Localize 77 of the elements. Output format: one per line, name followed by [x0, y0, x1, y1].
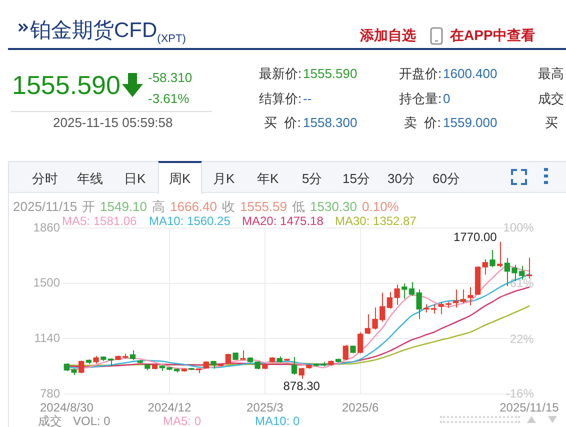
text: MA5: 0 — [163, 414, 202, 427]
candlestick — [78, 360, 84, 374]
candlestick — [490, 249, 496, 268]
text: 开 — [82, 198, 95, 214]
candlestick — [130, 350, 136, 361]
candlestick — [342, 344, 348, 361]
text: 添加自选 — [360, 27, 416, 43]
x-tick-label: 2025/3 — [246, 400, 284, 415]
candlestick — [468, 286, 474, 306]
text: 5分 — [302, 170, 322, 186]
text: 买 — [545, 114, 558, 130]
y-tick-label: 1860 — [33, 220, 60, 234]
annotation: 878.30 — [283, 379, 320, 394]
y2-tick-label: 100% — [503, 220, 534, 234]
candlestick — [291, 356, 298, 376]
candlestick — [430, 304, 437, 314]
text: 成交 — [538, 90, 564, 106]
text: 卖 价: — [404, 114, 441, 130]
text: 2025/11/15 — [13, 198, 78, 214]
candlestick — [402, 282, 408, 300]
text: 1555.590 — [12, 70, 120, 100]
text: 0.10% — [362, 198, 399, 214]
candlestick — [452, 288, 459, 308]
text: 月K — [213, 170, 235, 186]
text: 收 — [222, 198, 235, 214]
text: 高 — [152, 198, 165, 214]
y-tick-label: 1500 — [33, 276, 60, 290]
text: 1549.10 — [100, 198, 147, 214]
text: 2025-11-15 05:59:58 — [53, 114, 173, 130]
text: 年K — [257, 170, 279, 186]
text: 60分 — [432, 170, 460, 186]
candlestick — [358, 332, 364, 354]
x-tick-label: 2025/6 — [342, 400, 380, 415]
text: 1666.40 — [170, 198, 217, 214]
text: 15分 — [342, 170, 370, 186]
text: 1555.590 — [303, 66, 358, 80]
y-tick-label: 780 — [40, 386, 60, 400]
text: -58.310 — [148, 70, 192, 84]
chart-title: 铂金期货CFD$_{(XPT)}$ — [30, 19, 186, 45]
text: 在APP中查看 — [450, 27, 535, 43]
text: 1555.59 — [240, 198, 287, 214]
text: 结算价: — [259, 90, 302, 106]
text: 开盘价: — [399, 66, 442, 80]
text: 持仓量: — [399, 90, 442, 106]
y2-tick-label: 22% — [510, 332, 534, 346]
text: 年线 — [77, 170, 103, 186]
x-tick-label: 2024/8/30 — [40, 400, 94, 415]
text: VOL: 0 — [73, 414, 110, 427]
x-tick-label: 2024/12 — [148, 400, 192, 415]
text: MA10: 0 — [255, 414, 300, 427]
text: 低 — [292, 198, 305, 214]
text: 周K — [169, 170, 191, 186]
candlestick — [482, 258, 488, 276]
text: 最新价: — [259, 66, 302, 80]
text: 30分 — [388, 170, 415, 186]
text: 0 — [443, 90, 450, 106]
text: 日K — [124, 170, 146, 186]
text: 最高 — [538, 66, 564, 80]
text: -- — [303, 90, 312, 106]
text: MA10: 1560.25 — [149, 214, 230, 228]
text: -3.61% — [148, 90, 190, 106]
text: 1559.000 — [443, 114, 498, 130]
text: MA30: 1352.87 — [335, 214, 416, 228]
text: 买 价: — [264, 114, 301, 130]
text: 1600.400 — [443, 66, 498, 80]
x-tick-label: 2025/11/15 — [500, 400, 560, 415]
candlestick — [460, 288, 466, 304]
text: 分时 — [32, 170, 58, 186]
text: 1530.30 — [310, 198, 357, 214]
y2-tick-label: 61% — [510, 276, 534, 290]
annotation: 1770.00 — [453, 230, 498, 244]
text: MA5: 1581.06 — [62, 214, 137, 228]
y-tick-label: 1140 — [34, 330, 60, 345]
text: MA20: 1475.18 — [242, 214, 324, 228]
text: 成交 — [38, 414, 62, 427]
text: 1558.300 — [303, 114, 358, 130]
y2-tick-label: -16% — [506, 386, 534, 400]
